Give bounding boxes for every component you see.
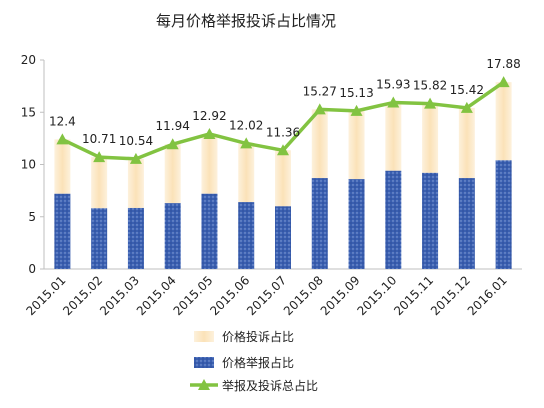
complaint-share-bar	[275, 150, 291, 207]
total-share-point	[497, 76, 510, 88]
total-share-point	[277, 144, 289, 156]
total-line	[56, 76, 510, 164]
complaint-share-bar	[385, 102, 402, 171]
data-label-total: 12.02	[229, 118, 263, 132]
report-share-bar	[495, 160, 512, 269]
x-tick-label: 2015.10	[354, 273, 399, 318]
complaint-share-bar	[238, 143, 255, 203]
data-label-total: 11.36	[266, 125, 300, 139]
legend-swatch-complaint	[194, 331, 214, 342]
data-label-total: 15.27	[303, 84, 337, 98]
total-share-point	[166, 138, 179, 150]
x-tick-label: 2015.08	[281, 273, 326, 318]
complaint-share-bar	[348, 110, 365, 180]
data-label-total: 15.93	[376, 78, 410, 92]
complaint-share-bar	[54, 139, 71, 194]
x-tick-label: 2015.06	[207, 273, 252, 318]
x-tick-label: 2015.05	[171, 273, 216, 318]
data-label-total: 11.94	[156, 119, 190, 133]
report-share-bar	[348, 179, 365, 269]
data-label-total: 10.54	[119, 134, 153, 148]
report-share-bar	[238, 202, 255, 269]
total-share-point	[203, 127, 216, 139]
complaint-share-bar	[311, 109, 328, 179]
complaint-share-bar	[127, 158, 144, 208]
total-share-point	[93, 151, 106, 163]
y-tick-label: 20	[21, 53, 36, 67]
y-tick-label: 10	[21, 158, 36, 172]
x-tick-label: 2015.01	[24, 273, 69, 318]
total-share-point	[313, 103, 326, 115]
total-share-point	[387, 96, 400, 108]
report-share-bar	[54, 193, 71, 269]
report-share-bar	[91, 208, 108, 269]
y-tick-label: 5	[28, 210, 36, 224]
total-share-point	[240, 137, 253, 149]
data-label-total: 10.71	[82, 132, 116, 146]
x-tick-label: 2015.09	[318, 273, 363, 318]
data-label-total: 17.88	[486, 57, 520, 71]
complaint-share-bar	[495, 82, 512, 161]
legend-label-total: 举报及投诉总占比	[222, 378, 318, 393]
chart-title: 每月价格举报投诉占比情况	[156, 12, 336, 30]
report-share-bar	[311, 178, 328, 269]
report-share-bar	[127, 207, 144, 269]
data-label-total: 15.42	[450, 83, 484, 97]
data-label-total: 12.92	[192, 109, 226, 123]
complaint-share-bar	[164, 144, 181, 204]
total-share-point	[350, 104, 363, 116]
total-share-point	[56, 133, 69, 145]
x-tick-label: 2015.04	[134, 273, 179, 318]
legend-label-report: 价格举报占比	[222, 355, 294, 370]
x-tick-label: 2015.11	[391, 273, 436, 318]
legend-marker-total	[198, 379, 210, 390]
report-share-bar	[385, 170, 402, 269]
x-tick-label: 2015.12	[428, 273, 473, 318]
legend-label-complaint: 价格投诉占比	[222, 329, 294, 344]
y-tick-label: 15	[21, 105, 36, 119]
total-share-point	[460, 101, 473, 113]
complaint-share-bar	[91, 157, 108, 209]
report-share-bar	[201, 193, 218, 269]
data-label-total: 15.13	[339, 86, 373, 100]
complaint-share-bar	[201, 133, 218, 194]
x-tick-label: 2015.02	[60, 273, 105, 318]
complaint-share-bar	[422, 103, 439, 173]
x-tick-label: 2015.07	[244, 273, 289, 318]
report-share-bar	[422, 172, 439, 269]
x-tick-label: 2015.03	[97, 273, 142, 318]
bars	[54, 82, 512, 269]
data-label-total: 15.82	[413, 79, 447, 93]
data-label-total: 12.4	[49, 114, 76, 128]
complaint-share-bar	[458, 107, 475, 179]
report-share-bar	[275, 206, 291, 269]
report-share-bar	[458, 178, 475, 269]
total-share-point	[424, 97, 437, 109]
report-share-bar	[164, 203, 181, 269]
legend-swatch-report	[194, 357, 214, 368]
x-tick-label: 2016.01	[465, 273, 510, 318]
y-tick-label: 0	[28, 262, 36, 276]
total-share-point	[129, 152, 142, 164]
